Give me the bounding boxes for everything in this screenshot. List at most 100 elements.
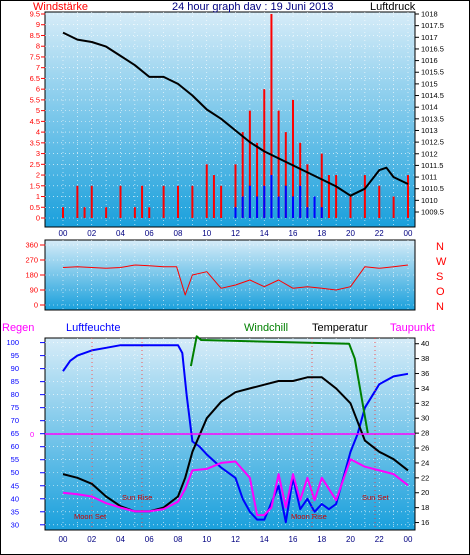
compass-label: N: [436, 301, 444, 313]
panel-1-grid: [45, 12, 415, 227]
wind-bar: [133, 207, 136, 218]
gust-bar: [292, 196, 294, 218]
pressure-tick-label: 1018: [421, 10, 438, 19]
time-tick-label: 16: [289, 535, 298, 544]
time-tick-label: 18: [317, 535, 326, 544]
time-tick-label: 10: [202, 229, 211, 238]
wind-tick-label: 7: [36, 63, 40, 72]
wind-bar: [270, 14, 273, 218]
time-tick-label: 08: [174, 229, 183, 238]
wind-bar: [62, 207, 64, 218]
dewpoint-label: Taupunkt: [390, 322, 435, 334]
wind-tick-label: 0: [36, 214, 40, 223]
time-tick-label: 00: [404, 229, 413, 238]
humidity-tick-label: 90: [11, 364, 19, 373]
wind-tick-label: 2: [36, 171, 40, 180]
temperature-tick-label: 18: [421, 503, 429, 512]
pressure-tick-label: 1011.5: [421, 161, 443, 170]
time-tick-label: 12: [231, 535, 240, 544]
pressure-line: [62, 31, 409, 197]
direction-tick-label: 0: [34, 301, 38, 310]
wind-bar: [349, 196, 352, 218]
wind-tick-label: 0.5: [30, 203, 40, 212]
wind-bar: [299, 142, 302, 218]
time-tick-label: 06: [145, 229, 154, 238]
wind-tick-label: 3: [36, 149, 40, 158]
wind-bar: [256, 142, 259, 218]
humidity-label: Luftfeuchte: [66, 322, 120, 334]
direction-axis-ticks: 0 90 180 270 360: [25, 241, 45, 310]
pressure-tick-label: 1010.5: [421, 184, 444, 193]
humidity-tick-label: 45: [11, 481, 19, 490]
temperature-tick-label: 26: [421, 444, 429, 453]
wind-bar: [306, 164, 309, 218]
time-tick-label: 22: [375, 229, 384, 238]
wind-tick-label: 6.5: [30, 74, 40, 83]
wind-tick-label: 5: [36, 106, 40, 115]
wind-bar: [234, 164, 237, 218]
panel-3-time-axis: 00 02 04 06 08 10 12 14 16 18 20 22 00: [59, 535, 413, 544]
wind-tick-label: 3.5: [30, 138, 40, 147]
temperature-label: Temperatur: [312, 322, 368, 334]
gust-bar: [248, 185, 251, 218]
wind-bar: [177, 185, 179, 218]
rain-label: Regen: [2, 322, 34, 334]
pressure-tick-label: 1012.5: [421, 138, 444, 147]
wind-bar: [90, 185, 93, 218]
pressure-tick-label: 1013.5: [421, 114, 444, 123]
pressure-tick-label: 1010: [421, 196, 438, 205]
temperature-tick-label: 36: [421, 369, 429, 378]
time-tick-label: 04: [116, 535, 125, 544]
gust-bar: [256, 196, 259, 218]
wind-bar: [320, 153, 323, 218]
humidity-tick-label: 70: [11, 416, 19, 425]
wind-bar: [407, 175, 409, 218]
wind-bar: [292, 99, 294, 218]
gust-bar: [320, 207, 323, 218]
gust-bar: [263, 185, 266, 218]
humidity-tick-label: 65: [11, 429, 19, 438]
pressure-tick-label: 1009.5: [421, 208, 444, 217]
wind-direction-line: [62, 264, 409, 296]
gust-bar: [284, 185, 287, 218]
temperature-tick-label: 22: [421, 473, 429, 482]
pressure-tick-label: 1013: [421, 126, 438, 135]
pressure-axis-ticks: 1009.5 1010 1010.5 1011 1011.5 1012 1012.5 1013…: [415, 10, 444, 217]
temperature-tick-label: 32: [421, 399, 429, 408]
panel-1-plot: [62, 14, 409, 218]
dewpoint-line: [62, 458, 409, 517]
wind-bar: [141, 185, 144, 218]
wind-tick-label: 8.5: [30, 31, 40, 40]
pressure-tick-label: 1016: [421, 56, 438, 65]
time-tick-label: 14: [260, 535, 269, 544]
temperature-tick-label: 24: [421, 458, 429, 467]
time-tick-label: 22: [375, 535, 384, 544]
wind-bar: [205, 164, 208, 218]
compass-label: O: [436, 286, 445, 298]
humidity-tick-label: 75: [11, 403, 19, 412]
wind-bar: [327, 175, 330, 218]
wind-bar: [191, 185, 194, 218]
temperature-tick-label: 40: [421, 339, 429, 348]
time-tick-label: 08: [174, 535, 183, 544]
time-tick-label: 16: [289, 229, 298, 238]
pressure-tick-label: 1015: [421, 79, 438, 88]
wind-bar: [277, 110, 280, 218]
humidity-tick-label: 80: [11, 390, 19, 399]
temperature-tick-label: 30: [421, 414, 429, 423]
wind-tick-label: 9: [36, 20, 40, 29]
wind-bar: [263, 89, 266, 218]
humidity-tick-label: 60: [11, 442, 19, 451]
moon-rise-label: Moon Rise: [291, 512, 327, 521]
direction-tick-label: 90: [30, 286, 38, 295]
wind-tick-label: 4: [36, 128, 40, 137]
wind-bar: [378, 185, 381, 218]
pressure-tick-label: 1017: [421, 33, 438, 42]
gust-bar: [241, 196, 244, 218]
pressure-tick-label: 1014.5: [421, 91, 444, 100]
wind-tick-label: 9.5: [30, 10, 40, 19]
time-tick-label: 12: [231, 229, 240, 238]
humidity-tick-label: 50: [11, 468, 19, 477]
panel-2-grid: [45, 240, 415, 310]
